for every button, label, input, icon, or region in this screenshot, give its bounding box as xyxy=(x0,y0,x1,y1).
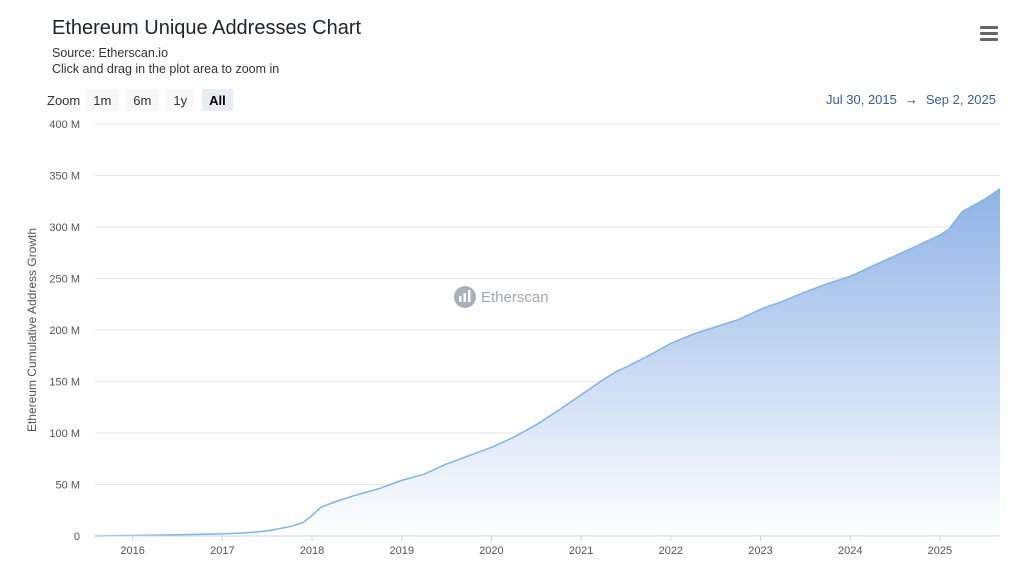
x-tick-label: 2017 xyxy=(210,545,234,557)
etherscan-watermark: Etherscan xyxy=(454,286,549,308)
x-tick-label: 2016 xyxy=(120,545,144,557)
y-tick-label: 400 M xyxy=(49,119,80,131)
zoom-all-button[interactable]: All xyxy=(202,89,233,111)
x-axis-ticks: 2016 2017 2018 2019 2020 2021 2022 2023 2024 2025 xyxy=(120,536,952,557)
area-fill xyxy=(95,188,1000,536)
chart-source: Source: Etherscan.io xyxy=(52,46,169,60)
watermark-text: Etherscan xyxy=(481,289,549,306)
y-tick-label: 200 M xyxy=(49,325,80,337)
x-tick-label: 2023 xyxy=(748,545,772,557)
y-tick-label: 0 xyxy=(74,531,80,543)
logo-bar-2 xyxy=(463,293,466,302)
zoom-label: Zoom xyxy=(47,92,81,108)
y-axis-ticks: 0 50 M 100 M 150 M 200 M 250 M 300 M 350 M 400 M xyxy=(49,119,80,543)
range-start-date[interactable]: Jul 30, 2015 xyxy=(826,92,897,107)
x-tick-label: 2025 xyxy=(928,545,952,557)
y-tick-label: 100 M xyxy=(49,428,80,440)
date-range: Jul 30, 2015 → Sep 2, 2025 xyxy=(826,92,996,107)
y-tick-label: 250 M xyxy=(49,274,80,286)
y-tick-label: 300 M xyxy=(49,222,80,234)
zoom-1m-button[interactable]: 1m xyxy=(86,89,119,111)
range-end-date[interactable]: Sep 2, 2025 xyxy=(925,92,996,107)
series-line xyxy=(94,188,1001,537)
range-arrow-icon: → xyxy=(904,92,918,107)
zoom-controls: Zoom 1m 6m 1y All xyxy=(47,89,241,111)
y-tick-label: 150 M xyxy=(49,377,80,389)
x-tick-label: 2018 xyxy=(300,545,324,557)
x-tick-label: 2021 xyxy=(569,545,593,557)
chart-title: Ethereum Unique Addresses Chart xyxy=(52,17,362,39)
hamburger-menu-icon[interactable] xyxy=(979,24,999,42)
logo-bar-3 xyxy=(468,290,471,302)
y-tick-label: 350 M xyxy=(49,171,80,183)
x-tick-label: 2019 xyxy=(390,545,414,557)
zoom-1y-button[interactable]: 1y xyxy=(166,89,195,111)
y-axis-label: Ethereum Cumulative Address Growth xyxy=(25,228,39,432)
x-tick-label: 2024 xyxy=(838,545,862,557)
zoom-6m-button[interactable]: 6m xyxy=(126,89,159,111)
zoom-hint: Click and drag in the plot area to zoom … xyxy=(52,62,280,76)
series-layer xyxy=(94,188,1001,537)
x-tick-label: 2020 xyxy=(479,545,503,557)
y-tick-label: 50 M xyxy=(56,480,80,492)
x-tick-label: 2022 xyxy=(659,545,683,557)
logo-bar-1 xyxy=(459,296,462,302)
